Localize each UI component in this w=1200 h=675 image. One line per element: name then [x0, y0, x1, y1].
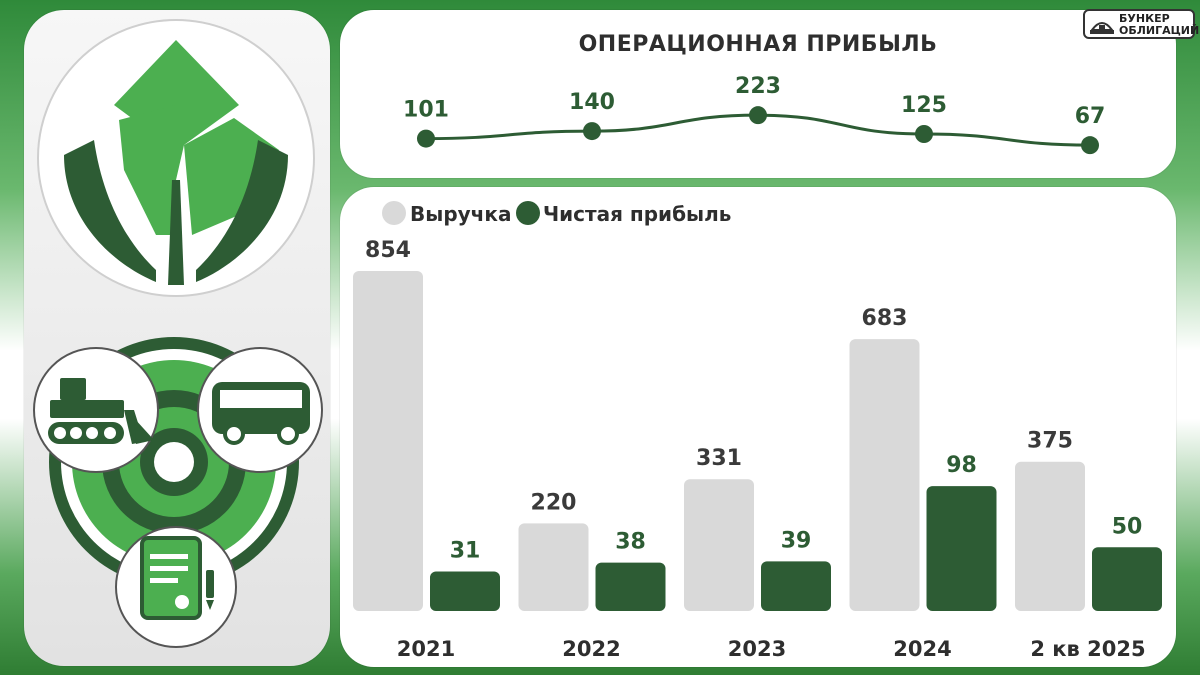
net-profit-bar	[430, 571, 500, 611]
bulldozer-icon	[48, 378, 154, 444]
category-tick-label: 2021	[397, 637, 455, 661]
op-profit-point	[1081, 136, 1099, 155]
logo-panel	[24, 10, 330, 666]
op-profit-point	[417, 129, 435, 148]
net-profit-value-label: 39	[781, 528, 812, 553]
revenue-bar	[684, 479, 754, 611]
document-icon	[140, 536, 214, 620]
legend-net-profit-label: Чистая прибыль	[543, 202, 731, 226]
revenue-value-label: 331	[696, 446, 742, 471]
op-profit-point	[915, 125, 933, 143]
bunker-icon	[1090, 22, 1114, 34]
net-profit-value-label: 38	[615, 530, 646, 555]
net-profit-bar	[926, 486, 997, 611]
op-profit-point	[583, 122, 601, 141]
revenue-profit-panel: Выручка Чистая прибыль 854 31 2021 220 38 2022 3…	[340, 187, 1176, 667]
revenue-bar	[353, 271, 423, 611]
brand-line-1: БУНКЕР	[1119, 12, 1170, 25]
net-profit-bar	[595, 562, 666, 611]
category-tick-label: 2 кв 2025	[1030, 637, 1145, 661]
net-profit-value-label: 50	[1112, 514, 1143, 539]
brand-badge: БУНКЕР ОБЛИГАЦИЙ	[1083, 9, 1199, 39]
bus-icon	[212, 382, 310, 445]
op-profit-value-label: 223	[735, 74, 781, 99]
category-tick-label: 2022	[562, 637, 620, 661]
revenue-value-label: 854	[365, 238, 411, 263]
operating-profit-chart: 101 140 223 125 67	[403, 74, 1106, 155]
op-profit-value-label: 101	[403, 98, 449, 123]
brand-line-2: ОБЛИГАЦИЙ	[1119, 24, 1200, 37]
category-tick-label: 2024	[893, 637, 951, 661]
logo-illustration	[33, 19, 323, 648]
net-profit-value-label: 31	[450, 539, 481, 564]
op-chart-title: ОПЕРАЦИОННАЯ ПРИБЫЛЬ	[578, 32, 938, 57]
revenue-value-label: 683	[862, 306, 908, 331]
net-profit-bar	[1092, 547, 1162, 611]
net-profit-bar	[761, 561, 831, 611]
op-profit-point	[749, 106, 767, 125]
legend-net-profit-swatch	[516, 201, 540, 225]
revenue-bar	[1015, 461, 1085, 611]
leaf-logo-icon	[64, 40, 288, 285]
legend-revenue-swatch	[382, 201, 406, 225]
revenue-value-label: 220	[531, 490, 577, 515]
revenue-value-label: 375	[1027, 429, 1073, 454]
op-profit-value-label: 67	[1075, 104, 1106, 129]
op-profit-value-label: 125	[901, 93, 947, 118]
revenue-profit-chart: Выручка Чистая прибыль 854 31 2021 220 38 2022 3…	[353, 201, 1162, 661]
net-profit-value-label: 98	[946, 453, 977, 478]
revenue-bar	[849, 339, 920, 611]
legend-revenue-label: Выручка	[410, 202, 511, 226]
revenue-bar	[518, 523, 589, 611]
op-profit-value-label: 140	[569, 90, 615, 115]
category-tick-label: 2023	[728, 637, 786, 661]
operating-profit-panel: ОПЕРАЦИОННАЯ ПРИБЫЛЬ 101 140 223 125 67	[340, 10, 1176, 178]
